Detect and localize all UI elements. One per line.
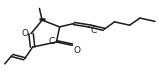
Text: C: C: [49, 37, 55, 46]
Text: C: C: [91, 26, 97, 35]
Text: O: O: [73, 46, 80, 55]
Text: O: O: [22, 29, 29, 38]
